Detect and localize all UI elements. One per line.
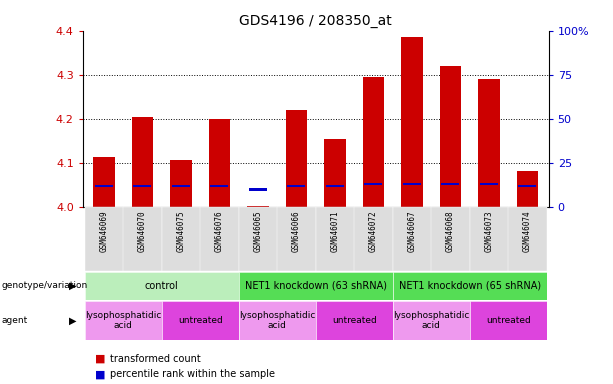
Text: GSM646072: GSM646072 [369,210,378,252]
Bar [249,188,267,190]
Bar [134,185,151,187]
Text: untreated: untreated [332,316,376,325]
Bar [170,160,191,207]
Bar [132,117,153,207]
Text: GSM646074: GSM646074 [523,210,532,252]
Bar [478,79,500,207]
Text: GSM646070: GSM646070 [138,210,147,252]
Text: lysophosphatidic
acid: lysophosphatidic acid [239,311,315,330]
Bar [480,183,498,185]
Bar [95,185,113,187]
Bar [210,185,229,187]
Bar [519,185,536,187]
Text: ■: ■ [95,369,105,379]
Text: ▶: ▶ [69,281,77,291]
Bar [93,157,115,207]
Text: GSM646075: GSM646075 [177,210,186,252]
Text: GSM646076: GSM646076 [215,210,224,252]
Bar [517,171,538,207]
Bar [402,37,422,207]
Text: GSM646073: GSM646073 [485,210,493,252]
Text: GSM646069: GSM646069 [99,210,109,252]
Bar [286,110,307,207]
Text: lysophosphatidic
acid: lysophosphatidic acid [85,311,161,330]
Bar [324,139,346,207]
Bar [287,185,305,187]
Text: ▶: ▶ [69,316,77,326]
Text: ■: ■ [95,354,105,364]
Text: GSM646066: GSM646066 [292,210,301,252]
Text: untreated: untreated [178,316,223,325]
Text: untreated: untreated [486,316,531,325]
Bar [363,77,384,207]
Bar [441,183,460,185]
Text: agent: agent [1,316,28,325]
Bar [209,119,230,207]
Text: NET1 knockdown (65 shRNA): NET1 knockdown (65 shRNA) [398,281,541,291]
Text: percentile rank within the sample: percentile rank within the sample [110,369,275,379]
Bar [403,183,421,185]
Text: control: control [145,281,178,291]
Text: lysophosphatidic
acid: lysophosphatidic acid [393,311,470,330]
Text: GSM646065: GSM646065 [254,210,262,252]
Bar [365,183,383,185]
Text: transformed count: transformed count [110,354,201,364]
Text: GSM646067: GSM646067 [408,210,417,252]
Text: GSM646068: GSM646068 [446,210,455,252]
Bar [440,66,461,207]
Bar [172,185,190,187]
Text: NET1 knockdown (63 shRNA): NET1 knockdown (63 shRNA) [245,281,387,291]
Text: genotype/variation: genotype/variation [1,281,88,290]
Bar [326,185,344,187]
Text: GSM646071: GSM646071 [330,210,340,252]
Title: GDS4196 / 208350_at: GDS4196 / 208350_at [239,14,392,28]
